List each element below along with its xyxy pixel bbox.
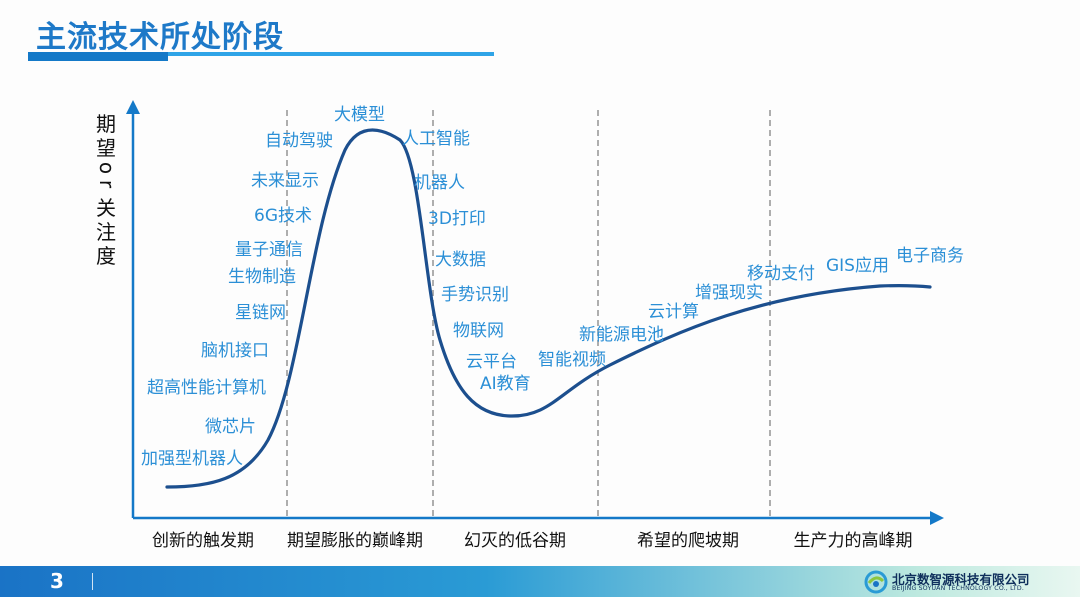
phase-label: 生产力的高峰期 [794, 531, 913, 551]
y-axis-arrow [126, 100, 140, 114]
x-axis-arrow [930, 511, 944, 525]
tech-label: 人工智能 [402, 129, 470, 149]
tech-label: 手势识别 [441, 285, 509, 305]
tech-label: 3D打印 [428, 209, 486, 229]
tech-label: 加强型机器人 [141, 449, 243, 469]
y-axis-label-char: 关 [96, 196, 116, 220]
y-axis-label-char: o [95, 162, 119, 174]
y-axis-label-char: 望 [96, 136, 116, 160]
y-axis-label-char: r [95, 180, 119, 189]
company-brand: 北京数智源科技有限公司 BEIJING SOYUAN TECHNOLOGY CO… [864, 568, 1074, 596]
footer-separator [92, 573, 93, 590]
y-axis-label-char: 注 [96, 220, 116, 244]
tech-label: 物联网 [453, 321, 504, 341]
tech-label: 未来显示 [251, 171, 319, 191]
tech-label: 超高性能计算机 [147, 378, 266, 398]
tech-label: 云计算 [648, 302, 699, 322]
page-title: 主流技术所处阶段 [36, 20, 284, 55]
tech-label: 增强现实 [695, 283, 763, 303]
tech-label: 电子商务 [896, 246, 964, 266]
tech-label: 移动支付 [747, 264, 815, 284]
tech-label: 6G技术 [254, 206, 312, 226]
tech-label: 智能视频 [538, 350, 606, 370]
tech-label: 脑机接口 [201, 341, 269, 361]
phase-label: 期望膨胀的巅峰期 [287, 531, 423, 551]
y-axis-label-char: 度 [96, 244, 116, 268]
tech-label: 大模型 [334, 105, 385, 125]
tech-label: 星链网 [235, 303, 286, 323]
hype-curve [165, 128, 932, 489]
phase-label: 幻灭的低谷期 [464, 531, 566, 551]
tech-label: 量子通信 [235, 240, 303, 260]
tech-label: 大数据 [435, 250, 486, 270]
tech-label: AI教育 [480, 374, 531, 394]
tech-label: 机器人 [414, 173, 465, 193]
tech-label: 新能源电池 [579, 325, 664, 345]
page-number: 3 [50, 569, 64, 593]
company-name: 北京数智源科技有限公司 [892, 572, 1030, 587]
tech-label: 微芯片 [205, 417, 256, 437]
y-axis-label-char: 期 [96, 112, 116, 136]
company-logo-icon [864, 570, 888, 594]
company-name-en: BEIJING SOYUAN TECHNOLOGY CO., LTD. [892, 585, 1025, 592]
title-underline [28, 52, 494, 56]
tech-label: 自动驾驶 [265, 131, 333, 151]
hype-cycle-diagram: 期 望 o r 关 注 度 创新的触发期 期望膨胀的巅峰期 幻灭的低谷期 希望的… [95, 100, 964, 551]
tech-label: 生物制造 [228, 267, 296, 287]
phase-label: 希望的爬坡期 [637, 531, 739, 551]
phase-label: 创新的触发期 [152, 531, 254, 551]
tech-label: GIS应用 [826, 256, 889, 276]
footer-bar [0, 566, 1080, 597]
title-accent-bar [28, 52, 168, 61]
tech-label: 云平台 [466, 352, 517, 372]
